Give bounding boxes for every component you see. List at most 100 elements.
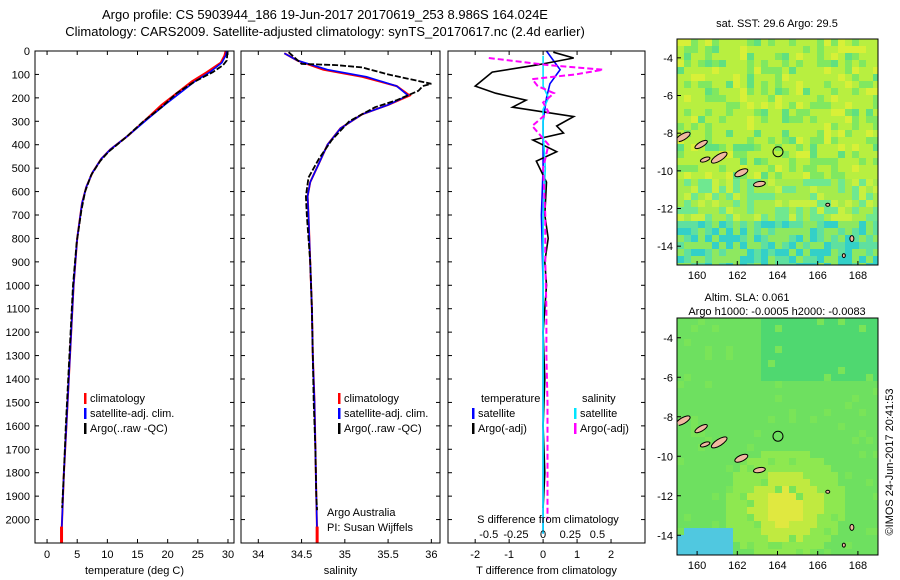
- heat-cell: [852, 521, 860, 529]
- heat-cell: [754, 60, 762, 68]
- heat-cell: [677, 193, 685, 201]
- heat-cell: [733, 263, 741, 265]
- heat-cell: [726, 67, 734, 75]
- heat-cell: [817, 39, 825, 47]
- heat-cell: [873, 263, 878, 265]
- heat-cell: [831, 549, 839, 555]
- heat-cell: [754, 549, 762, 555]
- heat-cell: [852, 388, 860, 396]
- heat-cell: [754, 374, 762, 382]
- heat-cell: [845, 172, 853, 180]
- heat-cell: [831, 53, 839, 61]
- heat-cell: [691, 381, 699, 389]
- heat-cell: [698, 451, 706, 459]
- x-tick-label: 2: [608, 549, 614, 561]
- heat-cell: [831, 521, 839, 529]
- heat-cell: [824, 123, 832, 131]
- heat-cell: [810, 81, 818, 89]
- heat-cell: [705, 500, 713, 508]
- heat-cell: [852, 360, 860, 368]
- heat-cell: [740, 346, 748, 354]
- heat-cell: [838, 423, 846, 431]
- heat-cell: [803, 179, 811, 187]
- heat-cell: [810, 151, 818, 159]
- island-shape: [694, 423, 708, 434]
- heat-cell: [845, 360, 853, 368]
- x-tick-label: 35.5: [377, 549, 398, 561]
- heat-cell: [705, 360, 713, 368]
- heat-cell: [684, 81, 692, 89]
- heat-cell: [747, 74, 755, 82]
- heat-cell: [775, 479, 783, 487]
- heat-cell: [726, 514, 734, 522]
- heat-cell: [859, 472, 867, 480]
- heat-cell: [712, 416, 720, 424]
- heat-cell: [726, 172, 734, 180]
- heat-cell: [845, 444, 853, 452]
- heat-cell: [810, 221, 818, 229]
- heat-cell: [726, 186, 734, 194]
- heat-cell: [698, 249, 706, 257]
- heat-cell: [691, 465, 699, 473]
- heat-cell: [726, 388, 734, 396]
- heat-cell: [782, 500, 790, 508]
- heat-cell: [691, 437, 699, 445]
- island-shape: [734, 453, 749, 463]
- heat-cell: [712, 542, 720, 550]
- island-shape: [825, 202, 831, 207]
- heat-cell: [754, 109, 762, 117]
- depth-tick-label: 500: [12, 163, 30, 175]
- heat-cell: [838, 430, 846, 438]
- heat-cell: [866, 165, 874, 173]
- top-x-tick-label: -0.25: [503, 529, 528, 541]
- heat-cell: [852, 249, 860, 257]
- heat-cell: [824, 46, 832, 54]
- heat-cell: [817, 123, 825, 131]
- heat-cell: [810, 479, 818, 487]
- heat-cell: [866, 67, 874, 75]
- heat-cell: [698, 88, 706, 96]
- heat-cell: [705, 256, 713, 264]
- heat-cell: [810, 339, 818, 347]
- heat-cell: [824, 535, 832, 543]
- heat-cell: [789, 416, 797, 424]
- heat-cell: [775, 332, 783, 340]
- island-shape: [710, 151, 728, 164]
- heat-cell: [705, 416, 713, 424]
- heat-cell: [698, 172, 706, 180]
- heat-cell: [831, 130, 839, 138]
- heat-cell: [803, 458, 811, 466]
- heat-cell: [775, 123, 783, 131]
- heat-cell: [866, 74, 874, 82]
- heat-cell: [831, 88, 839, 96]
- heat-cell: [719, 172, 727, 180]
- heat-cell: [719, 109, 727, 117]
- heat-cell: [796, 242, 804, 250]
- heat-cell: [691, 332, 699, 340]
- heat-cell: [719, 360, 727, 368]
- heat-cell: [684, 409, 692, 417]
- heat-cell: [691, 339, 699, 347]
- heat-cell: [824, 214, 832, 222]
- heat-cell: [782, 360, 790, 368]
- heat-cell: [796, 263, 804, 265]
- heat-cell: [789, 402, 797, 410]
- heat-cell: [719, 535, 727, 543]
- heat-cell: [866, 88, 874, 96]
- heat-cell: [754, 472, 762, 480]
- heat-cell: [789, 165, 797, 173]
- heat-cell: [712, 137, 720, 145]
- heat-cell: [705, 353, 713, 361]
- heat-cell: [796, 430, 804, 438]
- heat-cell: [852, 381, 860, 389]
- heat-cell: [698, 416, 706, 424]
- heat-cell: [859, 74, 867, 82]
- heat-cell: [824, 165, 832, 173]
- heat-cell: [719, 493, 727, 501]
- heat-cell: [810, 74, 818, 82]
- heat-cell: [810, 465, 818, 473]
- heat-cell: [810, 116, 818, 124]
- heat-cell: [775, 465, 783, 473]
- heat-cell: [873, 46, 878, 54]
- heat-cell: [859, 193, 867, 201]
